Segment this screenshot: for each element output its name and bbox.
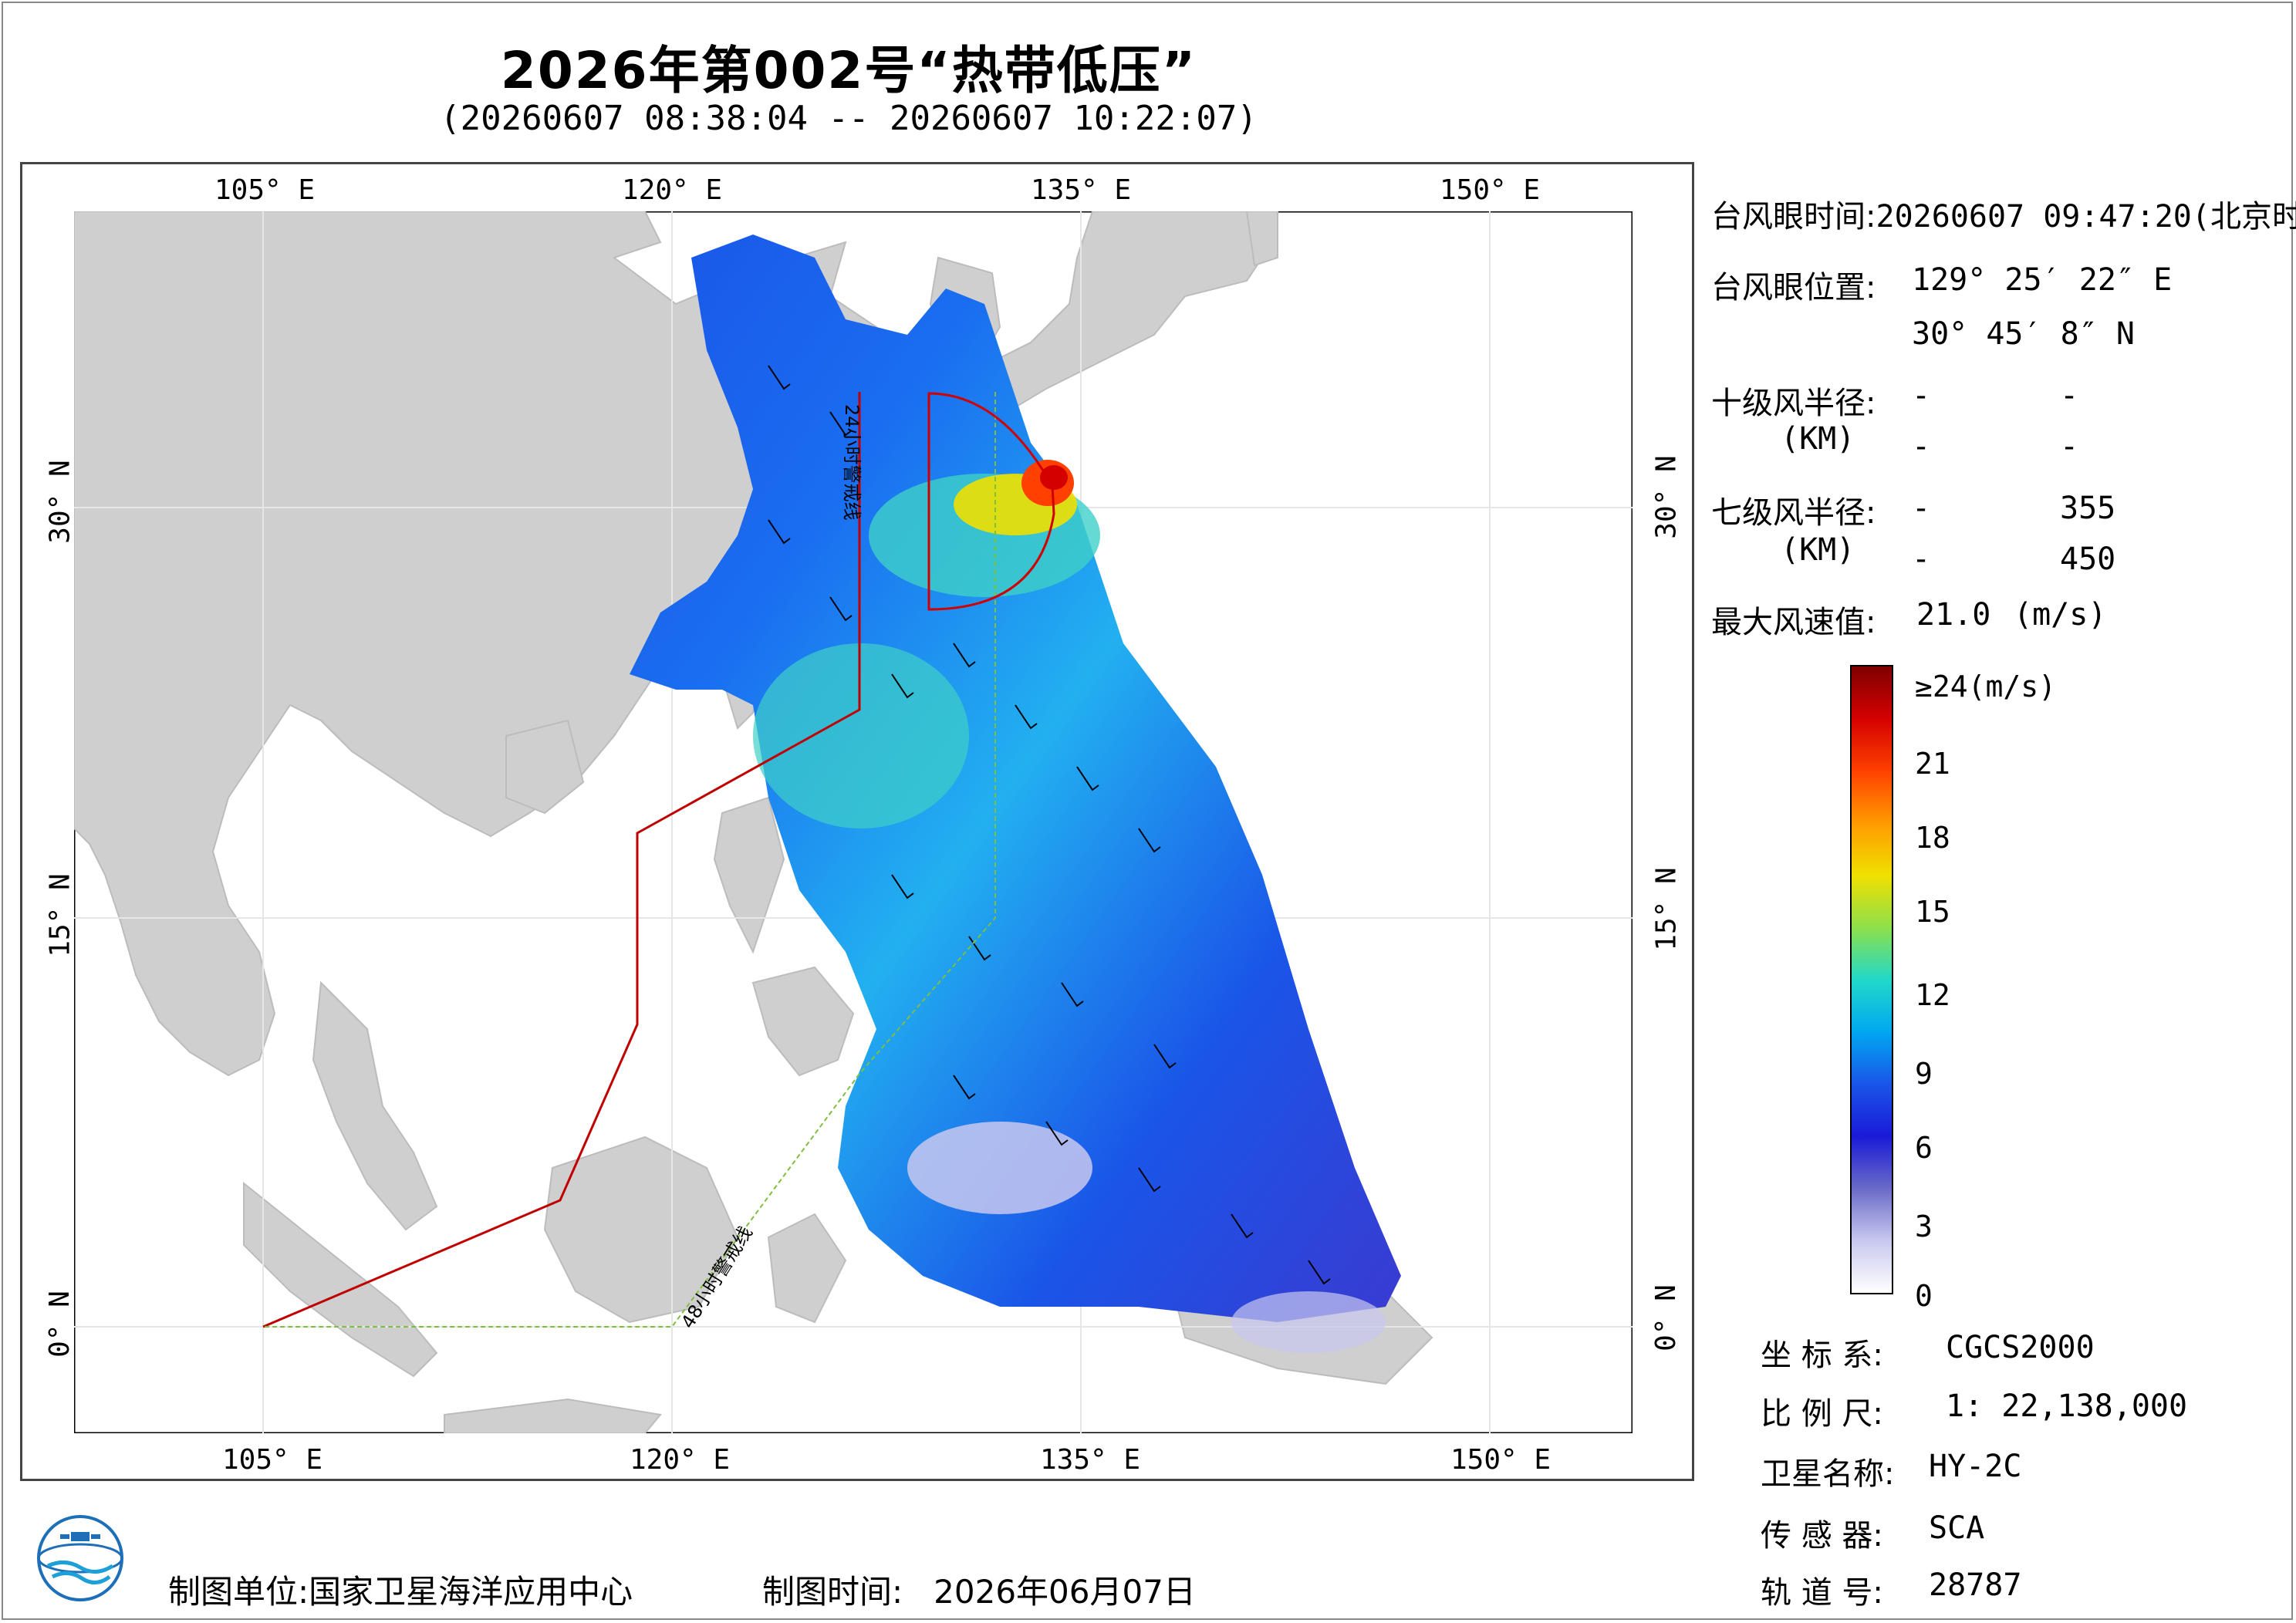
lat-tick-left-15: 15° N — [44, 873, 76, 957]
colorbar-label: 6 — [1915, 1131, 1933, 1165]
warning-line-48h — [263, 392, 996, 1328]
satellite: 卫星名称: — [1761, 1456, 1895, 1492]
eye-position-label: 台风眼位置: — [1711, 270, 1876, 305]
colorbar-label: 21 — [1915, 747, 1950, 781]
sulawesi — [767, 1213, 847, 1324]
eye-lat: 30° 45′ 8″ N — [1912, 316, 2135, 352]
r10-value: - — [2060, 378, 2079, 413]
lon-tick-top-150: 150° E — [1440, 174, 1541, 206]
r10-value: - — [2060, 429, 2079, 464]
r7-value: - — [1912, 491, 1931, 526]
wind-radius-7 — [927, 392, 1055, 611]
calm-wind-patch — [907, 1122, 1092, 1214]
r10-label: 十级风半径: — [1711, 386, 1876, 421]
asia-mainland — [74, 211, 909, 1077]
moderate-wind-patch — [753, 643, 969, 828]
lat-tick-right-0: 0° N — [1649, 1284, 1682, 1351]
colorbar-label: 12 — [1915, 978, 1950, 1012]
map-subtitle: (20260607 08:38:04 -- 20260607 10:22:07) — [440, 99, 1258, 138]
scale-value: 1: 22,138,000 — [1946, 1388, 2188, 1424]
sensor-value: SCA — [1929, 1510, 1985, 1546]
java — [444, 1398, 662, 1433]
r7-value: - — [1912, 542, 1931, 577]
calm-wind-patch — [1231, 1291, 1386, 1353]
r7-value: 355 — [2060, 491, 2116, 526]
lon-tick-bottom-120: 120° E — [630, 1444, 731, 1476]
map-frame — [20, 162, 1694, 1481]
r10-value: - — [1912, 378, 1931, 413]
sumatra — [243, 1181, 438, 1378]
r7-label: 七级风半径: — [1711, 495, 1876, 531]
colorbar — [1850, 665, 1893, 1294]
lon-tick-top-105: 105° E — [214, 174, 316, 206]
borneo — [543, 1135, 739, 1324]
producer-value: 国家卫星海洋应用中心 — [309, 1573, 633, 1611]
eye-lon: 129° 25′ 22″ E — [1912, 262, 2173, 298]
lat-tick-right-15: 15° N — [1650, 867, 1683, 951]
colorbar-label: 0 — [1915, 1279, 1933, 1313]
colorbar-label: 18 — [1915, 821, 1950, 855]
scale: 比 例 尺: — [1761, 1396, 1883, 1432]
japan-hokkaido — [1245, 211, 1278, 267]
map-title: 2026年第002号“热带低压” — [500, 41, 1197, 100]
lat-tick-left-0: 0° N — [43, 1291, 76, 1358]
r10-value: - — [1912, 429, 1931, 464]
eye-time-value: 20260607 09:47:20(北京时) — [1876, 199, 2296, 235]
max-wind: 最大风速值: — [1711, 597, 1876, 642]
luzon — [713, 796, 785, 954]
production-date-value: 2026年06月07日 — [934, 1573, 1196, 1611]
orbit-value: 28787 — [1929, 1567, 2022, 1603]
malay-peninsula — [312, 980, 438, 1231]
lon-tick-bottom-135: 135° E — [1040, 1444, 1141, 1476]
lon-tick-bottom-150: 150° E — [1450, 1444, 1551, 1476]
hainan — [505, 719, 585, 815]
lon-tick-top-120: 120° E — [622, 174, 723, 206]
agency-logo — [37, 1515, 123, 1601]
lat-tick-right-30: 30° N — [1650, 455, 1683, 539]
colorbar-label: 15 — [1915, 895, 1950, 929]
eye-time-label: 台风眼时间: — [1711, 199, 1876, 235]
max-wind-value: 21.0 — [1916, 597, 1991, 633]
wind-swath — [630, 235, 1401, 1353]
max-wind-unit: (m/s) — [2014, 597, 2107, 633]
map-canvas: 24小时警戒线 48小时警戒线 — [74, 211, 1633, 1433]
eye-time: 台风眼时间:20260607 09:47:20(北京时) — [1711, 191, 2296, 236]
max-wind-label: 最大风速值: — [1711, 605, 1876, 640]
production-date-label: 制图时间: — [762, 1573, 903, 1611]
wind-swath-area — [630, 235, 1401, 1322]
visayas-mindanao — [751, 966, 855, 1077]
satellite-value: HY-2C — [1929, 1449, 2022, 1484]
colorbar-label: 9 — [1915, 1057, 1933, 1091]
lon-tick-bottom-105: 105° E — [222, 1444, 323, 1476]
r7-value: 450 — [2060, 542, 2116, 577]
r7-unit: (KM) — [1781, 532, 1855, 568]
wind-barbs — [768, 365, 1331, 1285]
warning-line-24h — [262, 392, 861, 1328]
crs: 坐 标 系: — [1761, 1338, 1883, 1373]
crs-value: CGCS2000 — [1946, 1330, 2095, 1365]
colorbar-label: ≥24(m/s) — [1915, 670, 2057, 704]
eye-position: 台风眼位置: — [1711, 262, 1876, 307]
colorbar-label: 3 — [1915, 1210, 1933, 1243]
sensor: 传 感 器: — [1761, 1518, 1883, 1554]
r10-unit: (KM) — [1781, 421, 1855, 457]
producer-label: 制图单位: — [168, 1573, 309, 1611]
producer: 制图单位:国家卫星海洋应用中心 — [168, 1566, 633, 1613]
orbit: 轨 道 号: — [1761, 1575, 1883, 1611]
lon-tick-top-135: 135° E — [1031, 174, 1132, 206]
max-wind-core — [1040, 465, 1068, 490]
production-date: 制图时间: 2026年06月07日 — [762, 1566, 1196, 1613]
lat-tick-left-30: 30° N — [44, 460, 76, 544]
warning-label-24h: 24小时警戒线 — [841, 404, 863, 521]
